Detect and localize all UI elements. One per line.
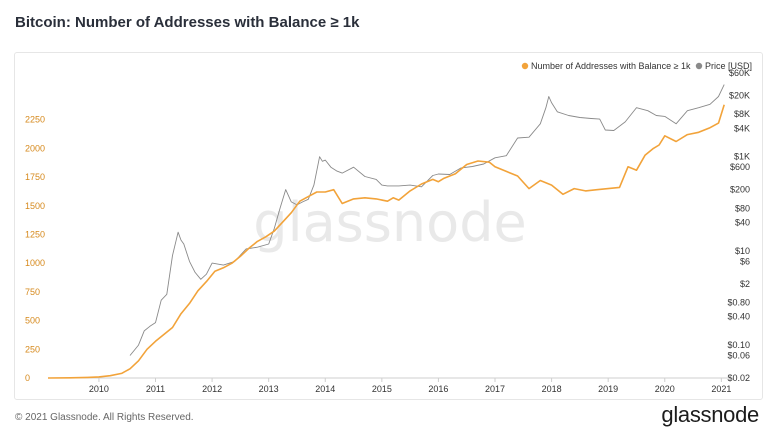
right-tick-label-7: $80	[735, 203, 750, 213]
x-tick-label-2: 2012	[202, 384, 222, 394]
x-tick-label-7: 2017	[485, 384, 505, 394]
legend: Number of Addresses with Balance ≥ 1k Pr…	[521, 61, 752, 71]
right-tick-label-16: $0.02	[727, 373, 750, 383]
chart-svg: glassnode 025050075010001250150017502000…	[25, 61, 752, 394]
right-tick-label-5: $600	[730, 162, 750, 172]
left-tick-label-9: 2250	[25, 115, 45, 125]
x-tick-label-8: 2018	[542, 384, 562, 394]
right-tick-label-11: $2	[740, 279, 750, 289]
left-tick-label-8: 2000	[25, 143, 45, 153]
right-tick-label-15: $0.06	[727, 351, 750, 361]
price-line	[129, 84, 725, 356]
right-tick-label-8: $40	[735, 218, 750, 228]
legend-label-addresses: Number of Addresses with Balance ≥ 1k	[531, 61, 691, 71]
right-tick-label-10: $6	[740, 256, 750, 266]
x-tick-label-0: 2010	[89, 384, 109, 394]
right-tick-label-9: $10	[735, 246, 750, 256]
right-tick-label-0: $60K	[729, 68, 750, 78]
x-tick-label-5: 2015	[372, 384, 392, 394]
left-tick-label-4: 1000	[25, 258, 45, 268]
left-tick-label-1: 250	[25, 344, 40, 354]
x-axis: 2010 2011 2012 2013 2014 2015 2016 2017 2018 2019…	[48, 377, 731, 394]
left-tick-label-6: 1500	[25, 201, 45, 211]
right-axis: $60K $20K $8K $4K $1K$600 $200 $80 $40 $10$6 $2 $0…	[727, 68, 750, 383]
legend-dot-addresses	[521, 62, 529, 70]
right-tick-label-3: $4K	[734, 123, 750, 133]
chart-card: glassnode 0 250 500 750 1000 1250 1500 1750 2000…	[14, 52, 763, 400]
x-tick-label-1: 2011	[146, 384, 165, 394]
plot-area	[47, 84, 725, 379]
x-tick-label-11: 2021	[711, 384, 731, 394]
addresses-line	[47, 104, 725, 379]
x-tick-label-6: 2016	[428, 384, 448, 394]
legend-label-price: Price [USD]	[705, 61, 752, 71]
x-tick-label-3: 2013	[259, 384, 279, 394]
right-tick-label-4: $1K	[734, 152, 750, 162]
right-tick-label-1: $20K	[729, 90, 750, 100]
chart-title: Bitcoin: Number of Addresses with Balanc…	[15, 14, 360, 31]
brand-logo[interactable]: glassnode	[661, 402, 759, 427]
right-tick-label-6: $200	[730, 185, 750, 195]
left-tick-label-7: 1750	[25, 172, 45, 182]
right-tick-label-12: $0.80	[727, 298, 750, 308]
right-tick-label-2: $8K	[734, 109, 750, 119]
left-tick-label-2: 500	[25, 316, 40, 326]
left-tick-label-0: 0	[25, 373, 30, 383]
copyright: © 2021 Glassnode. All Rights Reserved.	[15, 412, 194, 423]
right-tick-label-13: $0.40	[727, 312, 750, 322]
left-axis: 0 250 500 750 1000 1250 1500 1750 2000 2250	[25, 115, 45, 383]
left-tick-label-5: 1250	[25, 230, 45, 240]
left-tick-label-3: 750	[25, 287, 40, 297]
x-tick-label-10: 2020	[655, 384, 675, 394]
legend-dot-price	[695, 62, 703, 70]
right-tick-label-14: $0.10	[727, 340, 750, 350]
x-tick-label-9: 2019	[598, 384, 618, 394]
x-tick-label-4: 2014	[315, 384, 335, 394]
